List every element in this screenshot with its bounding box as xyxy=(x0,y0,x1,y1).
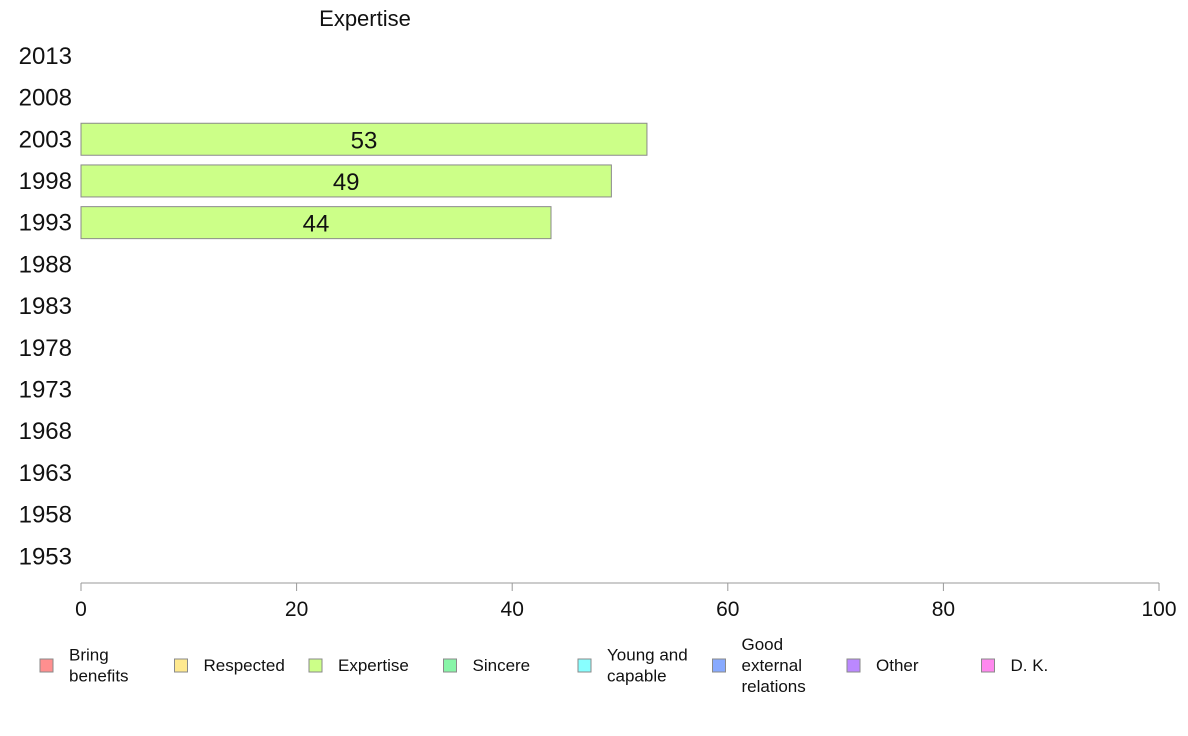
x-tick-label: 40 xyxy=(501,598,524,621)
y-tick-label: 1963 xyxy=(19,460,72,487)
legend-item: Good external relations xyxy=(712,635,806,696)
bar-value-label: 53 xyxy=(351,127,378,154)
legend-label: Good external relations xyxy=(742,635,806,696)
legend-swatch xyxy=(846,658,861,673)
legend-item: Young and capable xyxy=(577,646,688,686)
legend: Bring benefits Respected Expertise Sincere Yo… xyxy=(39,635,1049,696)
legend-label: Bring benefits xyxy=(69,646,129,686)
x-tick-label: 80 xyxy=(932,598,955,621)
y-tick-label: 1983 xyxy=(19,293,72,320)
legend-swatch xyxy=(443,658,457,673)
bar xyxy=(80,122,648,156)
y-tick-label: 2008 xyxy=(19,85,72,112)
y-tick-label: 1968 xyxy=(19,418,72,445)
legend-swatch xyxy=(577,658,592,673)
legend-swatch xyxy=(981,658,995,673)
legend-item: Bring benefits xyxy=(39,646,129,686)
bar-value-label: 44 xyxy=(303,211,330,238)
bar xyxy=(80,206,552,240)
legend-item: Sincere xyxy=(443,656,531,675)
legend-item: Expertise xyxy=(308,656,409,675)
legend-label: Expertise xyxy=(338,656,409,675)
legend-swatch xyxy=(712,658,726,673)
chart-title: Expertise xyxy=(319,6,411,31)
y-tick-label: 1973 xyxy=(19,376,72,403)
legend-label: Other xyxy=(876,656,919,675)
legend-label: Respected xyxy=(204,656,285,675)
y-tick-label: 1958 xyxy=(19,502,72,529)
legend-swatch xyxy=(308,658,323,673)
bar xyxy=(80,164,612,198)
y-tick-label: 2013 xyxy=(19,43,72,70)
legend-swatch xyxy=(39,658,54,673)
y-tick-label: 1998 xyxy=(19,168,72,195)
x-tick-label: 100 xyxy=(1141,598,1176,621)
legend-label: Young and capable xyxy=(607,646,688,686)
y-tick-label: 1953 xyxy=(19,543,72,570)
legend-swatch xyxy=(174,658,188,673)
y-tick-label: 1978 xyxy=(19,335,72,362)
x-axis: 0 20 40 60 80 100 xyxy=(75,582,1177,621)
y-tick-label: 2003 xyxy=(19,126,72,153)
bar-value-label: 49 xyxy=(333,169,360,196)
legend-label: D. K. xyxy=(1011,656,1049,675)
legend-item: D. K. xyxy=(981,656,1049,675)
y-axis-labels: 2013 2008 2003 1998 1993 1988 1983 1978 1973 1968… xyxy=(19,43,72,570)
legend-item: Other xyxy=(846,656,919,675)
x-tick-label: 60 xyxy=(716,598,739,621)
y-tick-label: 1988 xyxy=(19,251,72,278)
y-tick-label: 1993 xyxy=(19,210,72,237)
legend-label: Sincere xyxy=(473,656,531,675)
x-tick-label: 20 xyxy=(285,598,308,621)
legend-item: Respected xyxy=(174,656,285,675)
x-tick-label: 0 xyxy=(75,598,87,621)
